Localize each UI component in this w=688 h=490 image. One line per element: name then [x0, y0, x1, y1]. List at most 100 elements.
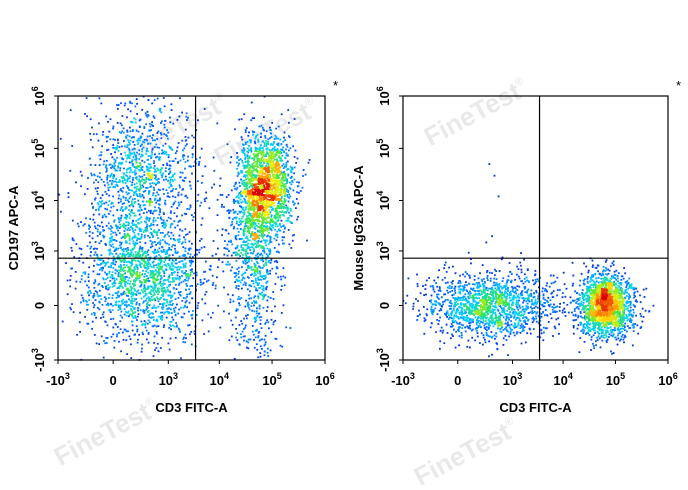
event-point	[157, 130, 160, 133]
event-point	[244, 193, 247, 196]
event-point	[132, 312, 134, 314]
event-point	[236, 167, 239, 170]
event-point	[252, 177, 254, 180]
event-point	[174, 250, 177, 253]
event-point	[105, 273, 108, 275]
event-point	[133, 269, 136, 272]
event-point	[125, 224, 127, 227]
event-point	[123, 308, 126, 311]
event-point	[149, 274, 152, 276]
event-point	[289, 207, 292, 210]
event-point	[252, 196, 255, 199]
event-point	[262, 232, 264, 235]
event-point	[125, 221, 128, 224]
event-point	[125, 294, 128, 297]
event-point	[183, 212, 186, 215]
event-point	[84, 271, 87, 274]
event-point	[156, 138, 159, 140]
event-point	[241, 143, 244, 146]
event-point	[284, 276, 287, 279]
event-point	[101, 226, 104, 228]
event-point	[271, 164, 273, 167]
event-point	[161, 316, 164, 319]
event-point	[158, 247, 161, 250]
event-point	[134, 333, 136, 336]
event-point	[274, 195, 277, 197]
event-point	[169, 167, 171, 170]
event-point	[150, 289, 153, 292]
event-point	[170, 280, 172, 283]
event-point	[182, 154, 185, 157]
event-point	[105, 337, 108, 339]
event-point	[256, 134, 259, 136]
event-point	[158, 269, 160, 272]
event-point	[119, 270, 122, 272]
event-point	[102, 311, 105, 314]
event-point	[172, 279, 175, 281]
event-point	[120, 190, 123, 192]
event-point	[247, 341, 250, 344]
event-point	[279, 159, 282, 162]
event-point	[182, 280, 185, 283]
event-point	[161, 176, 163, 179]
event-point	[269, 227, 272, 230]
event-point	[243, 165, 246, 168]
event-point	[201, 175, 204, 177]
event-point	[168, 248, 171, 250]
event-point	[148, 219, 150, 222]
event-point	[146, 275, 148, 277]
event-point	[291, 234, 294, 237]
event-point	[166, 301, 169, 303]
event-point	[248, 222, 251, 225]
event-point	[151, 270, 153, 272]
event-point	[264, 167, 267, 169]
event-point	[280, 200, 283, 202]
event-point	[133, 186, 136, 189]
event-point	[189, 264, 192, 267]
event-point	[245, 171, 247, 174]
event-point	[147, 163, 150, 165]
event-point	[279, 171, 282, 174]
event-point	[258, 282, 260, 285]
event-point	[275, 191, 278, 194]
event-point	[94, 290, 97, 292]
event-point	[154, 241, 156, 243]
event-point	[231, 223, 234, 226]
event-point	[118, 285, 121, 288]
event-point	[293, 234, 295, 236]
event-point	[92, 295, 95, 297]
event-point	[111, 156, 114, 159]
event-point	[277, 198, 280, 200]
event-point	[133, 297, 136, 300]
event-point	[101, 269, 104, 272]
event-point	[123, 253, 126, 256]
event-point	[244, 174, 247, 177]
event-point	[103, 340, 105, 342]
event-point	[249, 141, 252, 144]
event-point	[94, 198, 96, 201]
event-point	[128, 269, 131, 271]
event-point	[146, 200, 149, 203]
event-point	[247, 197, 250, 200]
event-point	[245, 178, 247, 181]
event-point	[134, 121, 137, 124]
event-point	[266, 201, 269, 204]
event-point	[267, 169, 270, 172]
event-point	[137, 289, 140, 292]
event-point	[188, 310, 190, 313]
event-point	[289, 195, 292, 198]
event-point	[131, 248, 134, 250]
event-point	[157, 315, 160, 318]
event-point	[240, 217, 243, 220]
event-point	[245, 249, 248, 251]
event-point	[260, 162, 262, 164]
event-point	[84, 273, 86, 275]
event-point	[162, 289, 165, 292]
event-point	[120, 163, 123, 166]
event-point	[259, 177, 262, 179]
event-point	[125, 264, 128, 267]
event-point	[272, 177, 274, 180]
event-point	[270, 318, 273, 321]
event-point	[117, 190, 120, 193]
event-point	[246, 192, 249, 195]
